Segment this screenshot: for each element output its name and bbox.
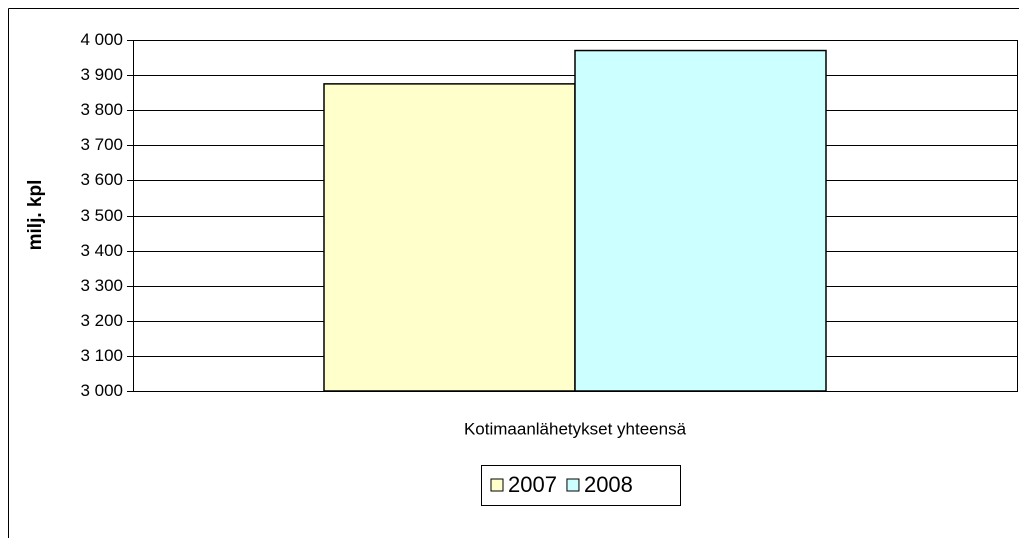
y-tick-label: 3 100 xyxy=(80,346,123,365)
y-tick-label: 3 900 xyxy=(80,65,123,84)
legend-label: 2008 xyxy=(584,472,633,497)
bar xyxy=(574,49,827,392)
y-tick-label: 3 200 xyxy=(80,311,123,330)
y-tick-label: 3 600 xyxy=(80,170,123,189)
y-tick-label: 3 300 xyxy=(80,276,123,295)
y-tick-label: 4 000 xyxy=(80,30,123,49)
y-axis-label: milj. kpl xyxy=(25,180,46,251)
y-tick-label: 3 700 xyxy=(80,135,123,154)
bar xyxy=(323,83,576,392)
y-tick-label: 3 800 xyxy=(80,100,123,119)
y-tick-label: 3 500 xyxy=(80,206,123,225)
legend-swatch xyxy=(566,478,580,492)
y-tick-label: 3 400 xyxy=(80,241,123,260)
legend-box xyxy=(481,465,681,506)
y-tick-label: 3 000 xyxy=(80,381,123,400)
x-tick-label: Kotimaanlähetykset yhteensä xyxy=(464,419,687,438)
legend-swatch xyxy=(490,478,504,492)
legend-label: 2007 xyxy=(508,472,557,497)
